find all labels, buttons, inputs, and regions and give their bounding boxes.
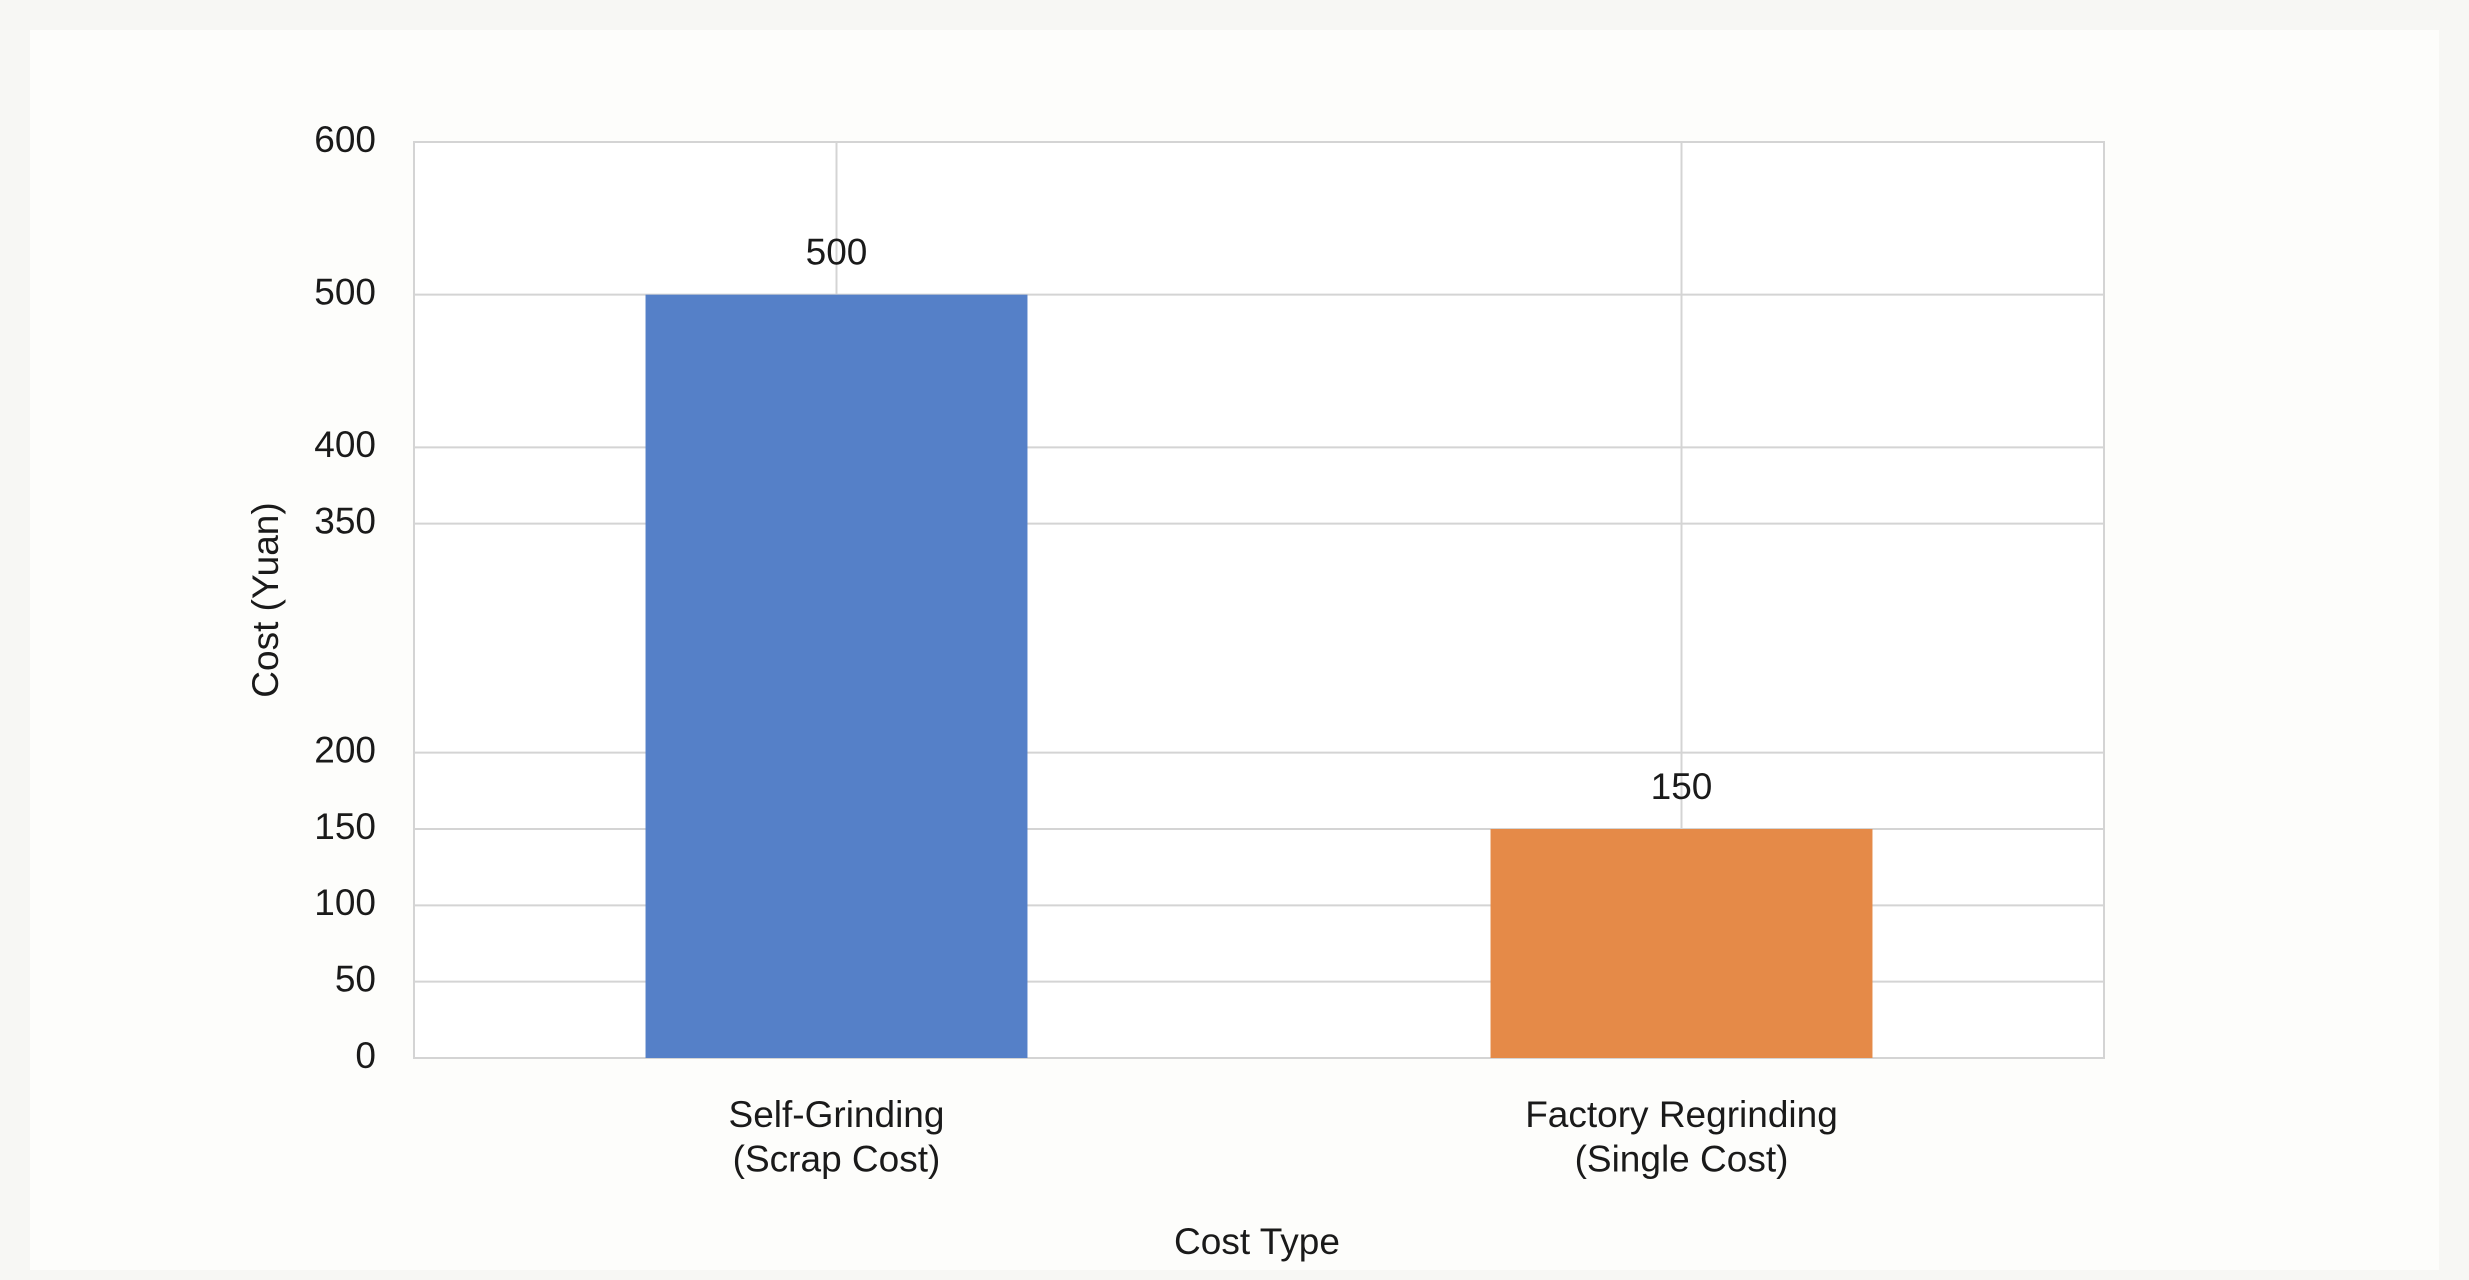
bar [1490,829,1873,1058]
y-tick-label: 0 [355,1035,376,1076]
y-tick-label: 200 [314,729,376,770]
y-tick-label: 100 [314,882,376,923]
value-label: 150 [1651,766,1713,807]
y-tick-label: 600 [314,119,376,160]
bar [645,294,1028,1059]
y-tick-label: 150 [314,806,376,847]
y-tick-label: 50 [335,958,376,999]
x-tick-label: Factory Regrinding (Single Cost) [1525,1094,1838,1179]
y-tick-label: 500 [314,271,376,312]
x-tick-label: Self-Grinding (Scrap Cost) [729,1094,945,1179]
value-label: 500 [806,231,868,272]
x-axis-title: Cost Type [1174,1221,1340,1262]
y-tick-label: 350 [314,500,376,541]
y-axis-title: Cost (Yuan) [245,502,286,697]
y-tick-label: 400 [314,424,376,465]
